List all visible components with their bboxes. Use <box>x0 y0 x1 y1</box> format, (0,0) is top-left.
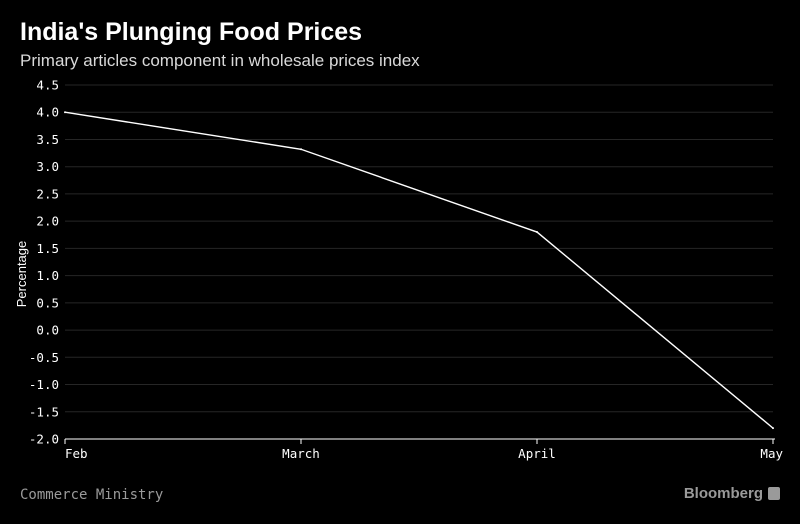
x-axis-ticks: Feb March April May <box>64 439 783 461</box>
y-tick-label: 4.5 <box>36 78 59 93</box>
chart-title: India's Plunging Food Prices <box>20 18 363 46</box>
y-axis-ticks: 4.5 4.0 3.5 3.0 2.5 2.0 1.5 1.0 0.5 0.0 -0.5 -1.0 -1… <box>29 78 59 447</box>
x-tick-label: April <box>518 446 556 461</box>
line-chart: 4.5 4.0 3.5 3.0 2.5 2.0 1.5 1.0 0.5 0.0 -0.5 -1.0 -1… <box>14 78 783 462</box>
y-tick-label: -0.5 <box>29 350 59 365</box>
y-tick-label: 2.0 <box>36 214 59 229</box>
chart-subtitle: Primary articles component in wholesale … <box>20 51 420 70</box>
x-tick-label: March <box>282 446 320 461</box>
bloomberg-logo-icon <box>768 487 780 500</box>
series-line <box>64 111 774 429</box>
y-tick-label: 0.5 <box>36 295 59 310</box>
data-point <box>536 231 538 234</box>
source-note: Commerce Ministry <box>20 487 164 503</box>
y-tick-label: 3.5 <box>36 132 59 147</box>
grid-lines <box>65 84 773 413</box>
series-layer <box>64 111 774 430</box>
y-tick-label: 4.0 <box>36 105 59 120</box>
data-point <box>300 148 302 151</box>
data-point <box>64 111 66 114</box>
y-tick-label: 1.0 <box>36 268 59 283</box>
brand-mark: Bloomberg <box>684 485 780 502</box>
data-point <box>772 427 774 430</box>
y-tick-label: 3.0 <box>36 159 59 174</box>
y-tick-label: 2.5 <box>36 186 59 201</box>
brand-name: Bloomberg <box>683 485 763 502</box>
y-tick-label: -2.0 <box>29 432 59 447</box>
y-tick-label: 1.5 <box>36 241 59 256</box>
y-tick-label: -1.0 <box>29 377 59 392</box>
y-tick-label: 0.0 <box>36 323 59 338</box>
x-tick-label: Feb <box>65 446 88 461</box>
x-tick-label: May <box>760 446 783 461</box>
y-tick-label: -1.5 <box>29 404 59 419</box>
y-axis-title: Percentage <box>14 241 29 308</box>
